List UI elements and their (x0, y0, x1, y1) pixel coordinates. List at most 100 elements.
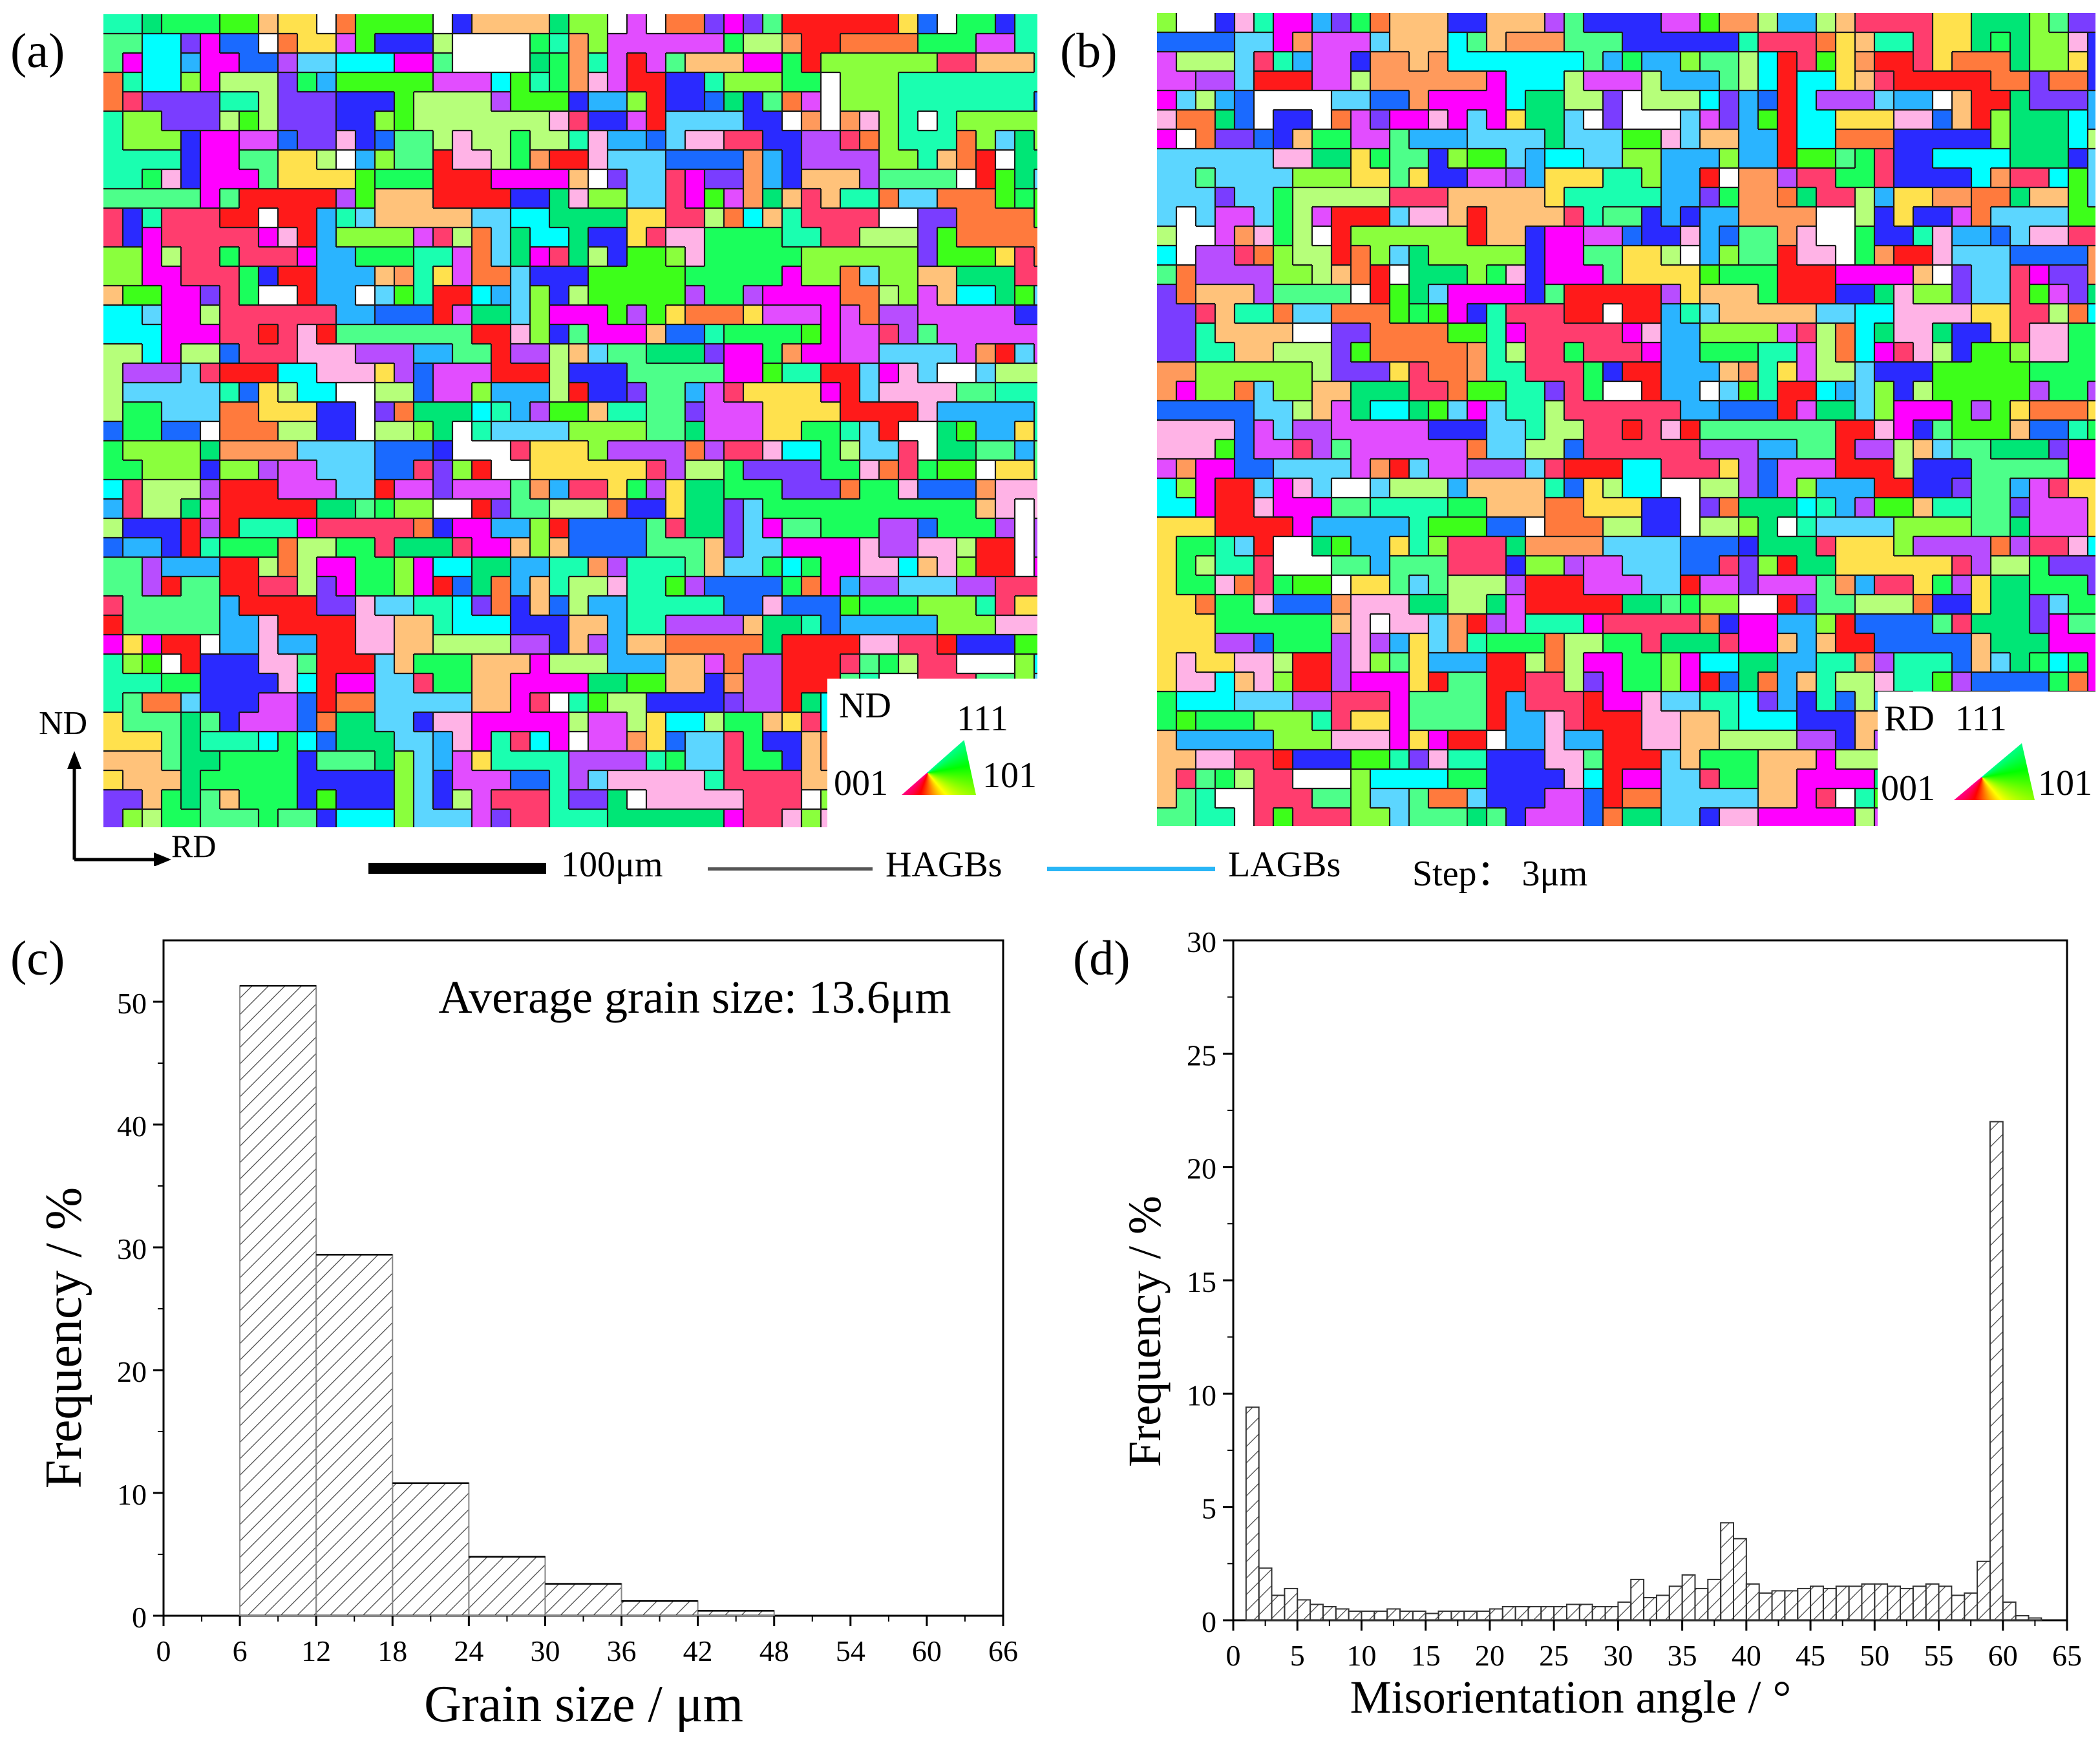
grain-cell (1797, 343, 1817, 363)
grain-cell (1971, 536, 1991, 556)
grain-cell (685, 247, 705, 267)
grain-cell (278, 383, 298, 403)
grain-cell (860, 635, 880, 655)
grain-cell (1428, 769, 1448, 789)
grain-cell (1933, 556, 1953, 576)
grain-cell (860, 169, 880, 189)
grain-cell (1603, 149, 1623, 169)
grain-cell (1176, 381, 1196, 401)
grain-cell (1719, 32, 1739, 52)
grain-cell (2049, 672, 2069, 692)
grain-cell (782, 266, 802, 286)
histogram-bar (1310, 1603, 1324, 1622)
grain-cell (2088, 556, 2095, 576)
grain-cell (2030, 536, 2050, 556)
grain-cell (433, 34, 453, 54)
grain-cell (394, 131, 414, 151)
grain-cell (1157, 478, 1177, 498)
grain-cell (743, 324, 763, 344)
grain-cell (801, 809, 822, 827)
grain-cell (2010, 362, 2030, 382)
grain-cell (1836, 52, 1856, 72)
grain-cell (1351, 32, 1371, 52)
grain-cell (1370, 90, 1390, 111)
grain-cell (2088, 343, 2095, 363)
grain-cell (1467, 187, 1487, 207)
grain-cell (1777, 149, 1798, 169)
grain-cell (2088, 401, 2095, 421)
grain-cell (879, 72, 899, 92)
grain-cell (1034, 654, 1037, 674)
grain-cell (1933, 381, 1953, 401)
grain-cell (1661, 381, 1681, 401)
grain-cell (918, 208, 938, 228)
grain-cell (336, 247, 356, 267)
grain-cell (1642, 439, 1662, 460)
grain-cell (957, 286, 977, 306)
grain-cell (995, 324, 1015, 344)
grain-cell (1157, 284, 1177, 304)
grain-cell (1545, 730, 1565, 750)
grain-cell (452, 286, 472, 306)
grain-cell (1797, 769, 1817, 789)
grain-cell (491, 286, 511, 306)
grain-cell (1719, 246, 1739, 266)
grain-cell (2030, 672, 2050, 692)
grain-cell (1874, 633, 1894, 653)
grain-cell (995, 654, 1015, 674)
grain-cell (1506, 633, 1526, 653)
grain-cell (1642, 711, 1662, 731)
grain-cell (627, 732, 647, 752)
grain-cell (1584, 498, 1604, 518)
grain-cell (1487, 71, 1507, 91)
grain-cell (627, 383, 647, 403)
grain-cell (491, 421, 511, 441)
grain-cell (801, 712, 822, 732)
grain-cell (1952, 498, 1972, 518)
grain-cell (1584, 575, 1604, 595)
grain-cell (2010, 304, 2030, 324)
grain-cell (1913, 633, 1933, 653)
grain-cell (1196, 498, 1216, 518)
grain-cell (1681, 769, 1701, 789)
grain-cell (394, 557, 414, 577)
grain-cell (627, 557, 647, 577)
grain-cell (1971, 459, 1991, 479)
grain-cell (394, 421, 414, 441)
grain-cell (685, 576, 705, 597)
grain-cell (898, 402, 918, 422)
grain-cell (1642, 149, 1662, 169)
grain-cell (1564, 323, 1584, 343)
grain-cell (1428, 672, 1448, 692)
grain-cell (1506, 575, 1526, 595)
grain-cell (743, 480, 763, 500)
grain-cell (1293, 420, 1313, 440)
grain-cell (1622, 478, 1642, 498)
grain-cell (879, 596, 899, 616)
grain-cell (181, 402, 201, 422)
grain-cell (879, 92, 899, 112)
grain-cell (1157, 226, 1177, 246)
x-tick-label: 40 (1732, 1639, 1761, 1672)
grain-cell (452, 92, 472, 112)
grain-cell (1622, 575, 1642, 595)
grain-cell (1991, 633, 2011, 653)
grain-cell (860, 538, 880, 558)
grain-cell (1015, 305, 1035, 325)
grain-cell (259, 53, 279, 73)
grain-cell (1254, 478, 1274, 498)
grain-cell (705, 53, 725, 73)
grain-cell (1254, 750, 1274, 770)
grain-cell (278, 14, 298, 34)
grain-cell (355, 421, 376, 441)
grain-cell (200, 34, 220, 54)
grain-cell (724, 635, 744, 655)
grain-cell (123, 673, 143, 693)
grain-cell (414, 790, 434, 810)
grain-cell (259, 402, 279, 422)
grain-cell (918, 635, 938, 655)
grain-cell (1758, 246, 1778, 266)
grain-cell (1390, 711, 1410, 731)
grain-cell (1584, 284, 1604, 304)
grain-cell (1293, 362, 1313, 382)
